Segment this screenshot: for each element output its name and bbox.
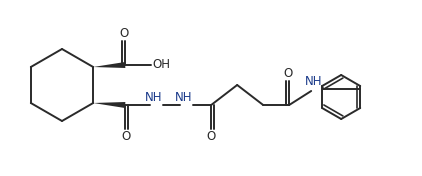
Polygon shape xyxy=(93,102,125,108)
Text: NH: NH xyxy=(144,91,162,104)
Text: O: O xyxy=(119,27,129,40)
Text: O: O xyxy=(206,130,216,143)
Text: O: O xyxy=(284,67,293,80)
Text: O: O xyxy=(122,130,131,143)
Text: OH: OH xyxy=(152,58,170,71)
Text: NH: NH xyxy=(174,91,192,104)
Polygon shape xyxy=(93,62,125,68)
Text: NH: NH xyxy=(304,75,322,88)
